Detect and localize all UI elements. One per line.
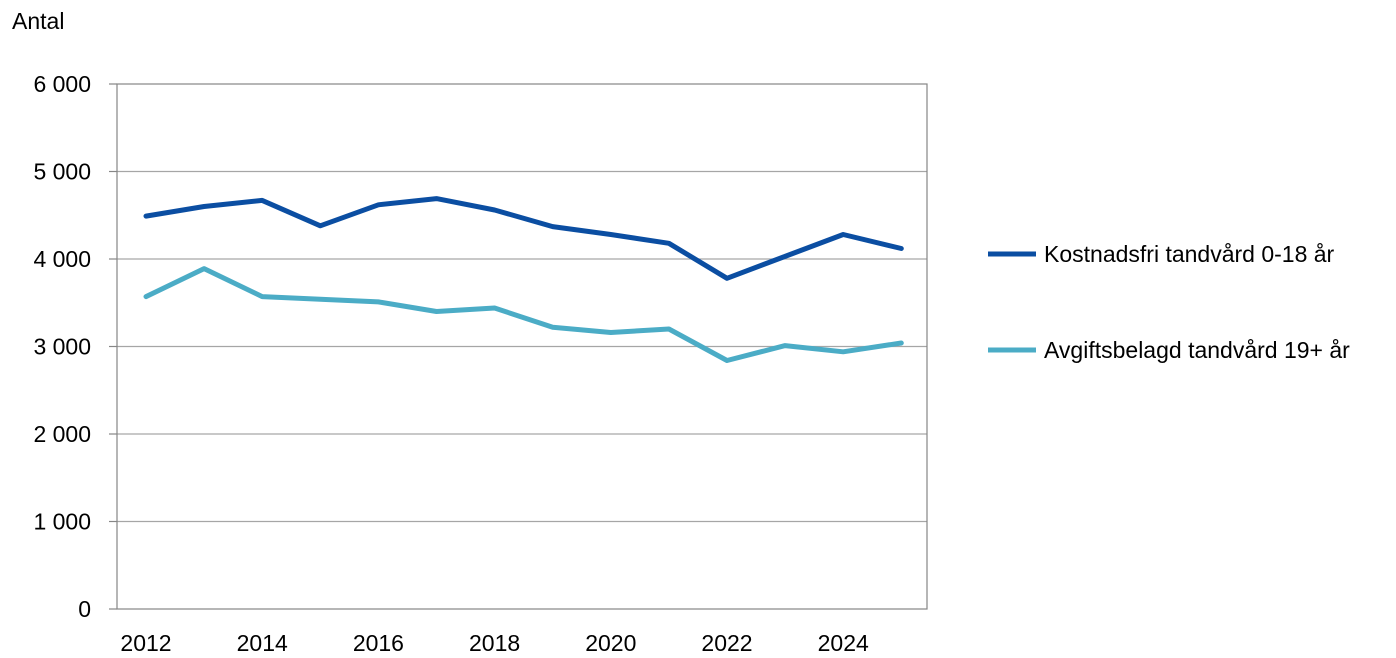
gridlines — [117, 170, 927, 523]
series-lines — [143, 196, 904, 363]
y-axis-label: Antal — [12, 8, 64, 34]
x-tick-label: 2022 — [701, 630, 752, 656]
legend: Kostnadsfri tandvård 0-18 år Avgiftsbelag… — [988, 241, 1350, 363]
y-axis-ticks: 0 1 000 2 000 3 000 4 000 5 000 6 000 — [33, 71, 117, 622]
x-tick-label: 2018 — [469, 630, 520, 656]
x-tick-label: 2020 — [585, 630, 636, 656]
x-tick-label: 2012 — [120, 630, 171, 656]
x-tick-label: 2024 — [818, 630, 869, 656]
legend-label-2: Avgiftsbelagd tandvård 19+ år — [1044, 337, 1350, 363]
y-tick-label: 2 000 — [33, 421, 91, 447]
x-tick-label: 2016 — [353, 630, 404, 656]
legend-label-1: Kostnadsfri tandvård 0-18 år — [1044, 241, 1335, 267]
y-tick-label: 6 000 — [33, 71, 91, 97]
y-tick-label: 3 000 — [33, 334, 91, 360]
y-tick-label: 0 — [78, 596, 91, 622]
series-line-2 — [143, 266, 904, 363]
y-tick-label: 1 000 — [33, 509, 91, 535]
x-tick-label: 2014 — [237, 630, 288, 656]
series-line-1 — [143, 196, 904, 281]
y-tick-label: 4 000 — [33, 246, 91, 272]
y-tick-label: 5 000 — [33, 159, 91, 185]
x-axis-ticks: 2012 2014 2016 2018 2020 2022 2024 — [120, 630, 869, 656]
